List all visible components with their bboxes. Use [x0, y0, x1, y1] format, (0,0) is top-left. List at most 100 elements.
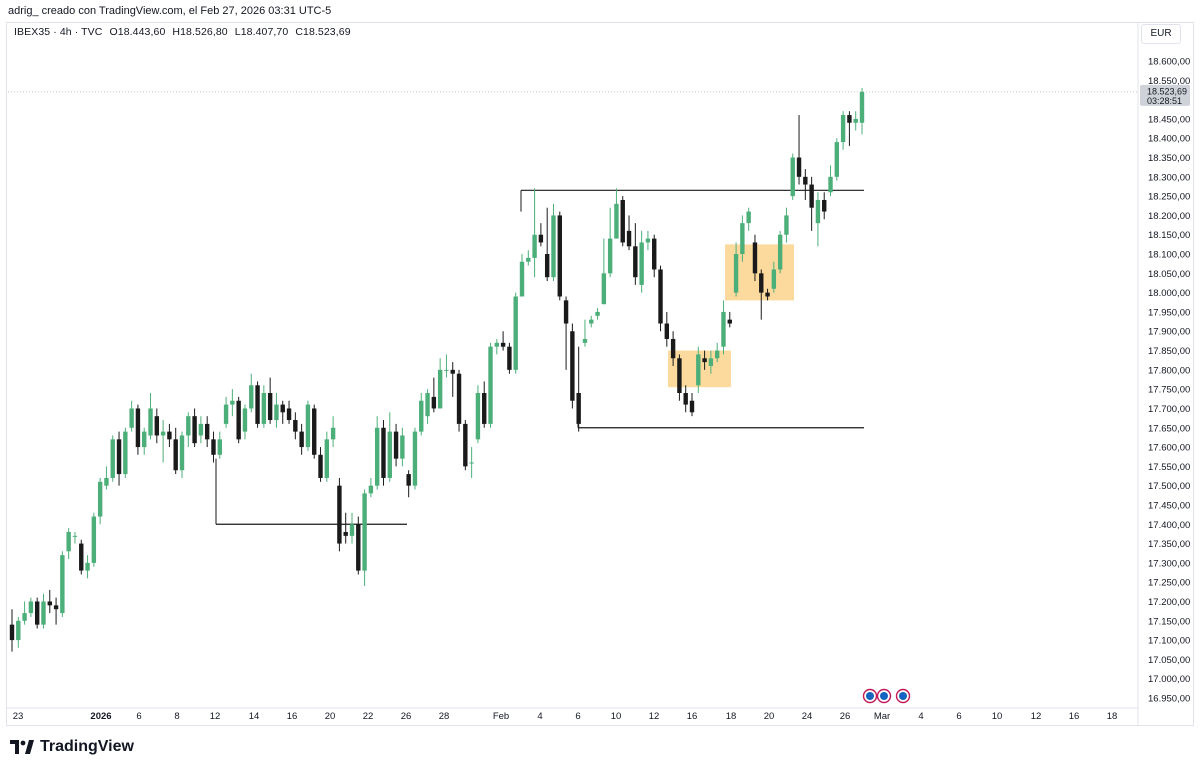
candle-body[interactable] — [463, 423, 468, 467]
candle-body[interactable] — [796, 157, 802, 177]
candle-body[interactable] — [91, 516, 97, 563]
candle-body[interactable] — [727, 319, 732, 324]
candle-body[interactable] — [809, 184, 814, 208]
candle-body[interactable] — [28, 601, 34, 614]
candle-body[interactable] — [784, 215, 789, 235]
candle-body[interactable] — [318, 454, 323, 478]
candle-body[interactable] — [72, 535, 78, 537]
candle-body[interactable] — [267, 393, 273, 421]
candle-body[interactable] — [582, 338, 588, 343]
candle-body[interactable] — [53, 605, 59, 610]
candle-body[interactable] — [633, 246, 638, 278]
candle-body[interactable] — [683, 393, 688, 405]
candle-body[interactable] — [469, 462, 474, 464]
candle-body[interactable] — [129, 408, 134, 428]
chart-frame[interactable] — [6, 22, 1194, 726]
candle-body[interactable] — [343, 531, 348, 536]
candle-body[interactable] — [614, 203, 619, 239]
candle-body[interactable] — [639, 242, 644, 285]
candle-body[interactable] — [620, 199, 625, 243]
candle-body[interactable] — [450, 369, 455, 374]
candle-body[interactable] — [204, 423, 210, 440]
candle-body[interactable] — [765, 292, 770, 297]
candle-body[interactable] — [425, 393, 430, 417]
candle-body[interactable] — [305, 404, 311, 448]
candle-body[interactable] — [759, 273, 764, 293]
candle-body[interactable] — [576, 393, 581, 424]
candle-body[interactable] — [570, 331, 575, 401]
candle-body[interactable] — [104, 477, 109, 486]
candle-body[interactable] — [475, 393, 481, 440]
candle-body[interactable] — [154, 416, 160, 436]
candle-body[interactable] — [456, 373, 462, 424]
candle-body[interactable] — [507, 346, 512, 370]
candle-body[interactable] — [198, 423, 204, 436]
currency-selector[interactable]: EUR — [1141, 24, 1181, 44]
candle-body[interactable] — [255, 385, 260, 424]
candle-body[interactable] — [847, 115, 852, 123]
candle-body[interactable] — [330, 427, 336, 440]
candle-body[interactable] — [368, 485, 374, 494]
candle-body[interactable] — [500, 342, 506, 347]
candle-body[interactable] — [664, 323, 670, 339]
candle-body[interactable] — [387, 431, 392, 478]
candle-body[interactable] — [167, 431, 172, 440]
candle-body[interactable] — [670, 338, 676, 359]
candle-body[interactable] — [374, 427, 380, 486]
tradingview-logo[interactable]: TradingView — [10, 738, 134, 756]
candle-body[interactable] — [211, 439, 216, 455]
candle-body[interactable] — [312, 408, 317, 455]
candle-body[interactable] — [519, 261, 525, 297]
candle-body[interactable] — [179, 435, 185, 471]
candle-body[interactable] — [645, 238, 651, 243]
candle-body[interactable] — [526, 257, 531, 262]
candle-body[interactable] — [853, 118, 858, 123]
candle-body[interactable] — [79, 543, 84, 571]
candle-body[interactable] — [356, 524, 361, 571]
candle-body[interactable] — [135, 408, 141, 448]
candle-body[interactable] — [652, 238, 657, 270]
candle-body[interactable] — [708, 358, 714, 366]
candle-body[interactable] — [148, 408, 153, 436]
candle-body[interactable] — [601, 273, 607, 305]
candle-body[interactable] — [362, 493, 367, 571]
candle-body[interactable] — [324, 439, 330, 478]
candle-body[interactable] — [381, 427, 386, 478]
candle-body[interactable] — [192, 416, 197, 444]
candle-body[interactable] — [714, 350, 720, 359]
candle-body[interactable] — [563, 300, 569, 324]
candle-body[interactable] — [840, 115, 846, 143]
candle-body[interactable] — [41, 601, 46, 625]
candle-body[interactable] — [261, 393, 267, 424]
candle-body[interactable] — [16, 620, 21, 641]
candle-body[interactable] — [280, 404, 285, 413]
candle-body[interactable] — [626, 230, 632, 247]
candle-body[interactable] — [544, 254, 550, 278]
candle-body[interactable] — [223, 404, 229, 424]
candle-body[interactable] — [733, 254, 739, 293]
candle-body[interactable] — [721, 311, 726, 347]
candle-body[interactable] — [349, 524, 355, 536]
candle-body[interactable] — [658, 269, 663, 324]
candle-body[interactable] — [513, 296, 518, 370]
candle-body[interactable] — [444, 369, 449, 371]
candle-body[interactable] — [22, 613, 27, 621]
candle-body[interactable] — [116, 439, 122, 475]
candle-body[interactable] — [494, 342, 500, 347]
candle-body[interactable] — [437, 369, 443, 409]
candle-body[interactable] — [431, 396, 437, 409]
candle-body[interactable] — [293, 420, 298, 432]
candle-body[interactable] — [66, 531, 71, 552]
candle-body[interactable] — [482, 393, 487, 424]
candle-body[interactable] — [337, 485, 342, 544]
candle-body[interactable] — [557, 215, 562, 297]
candle-body[interactable] — [412, 431, 418, 486]
candle-body[interactable] — [236, 400, 241, 440]
candle-body[interactable] — [299, 431, 304, 448]
candle-body[interactable] — [242, 408, 248, 432]
candle-body[interactable] — [790, 157, 795, 197]
candle-body[interactable] — [595, 311, 600, 316]
candle-body[interactable] — [803, 176, 808, 185]
candle-body[interactable] — [689, 400, 695, 413]
candle-body[interactable] — [230, 400, 235, 405]
